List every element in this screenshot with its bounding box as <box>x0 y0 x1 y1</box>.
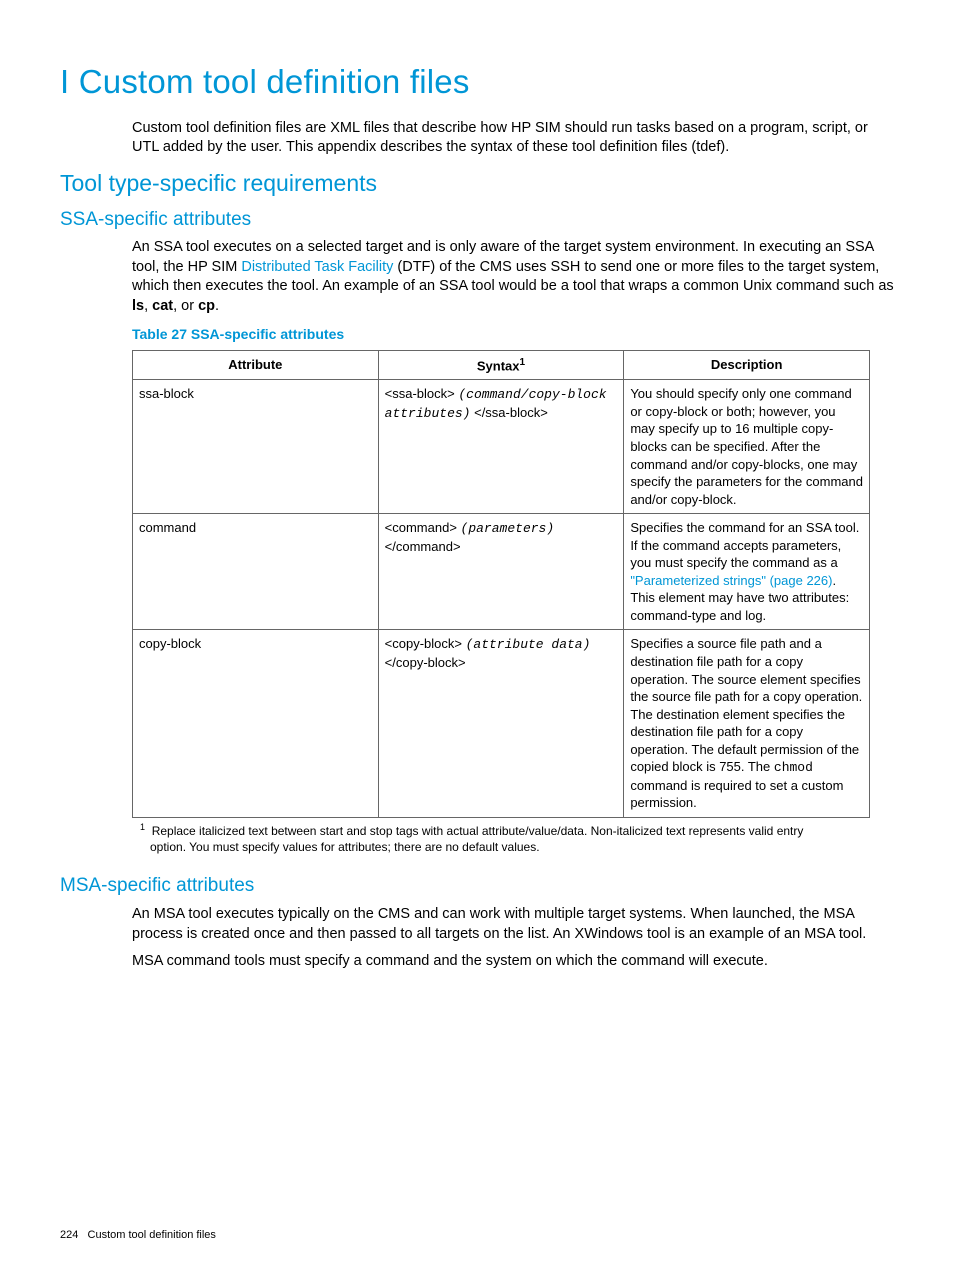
table-row: command <command> (parameters) </command… <box>133 514 870 630</box>
sep-2: , or <box>173 298 198 314</box>
th-syntax-text: Syntax <box>477 358 520 373</box>
table-header-row: Attribute Syntax1 Description <box>133 350 870 380</box>
subsection-heading-msa: MSA-specific attributes <box>60 873 894 899</box>
desc-a: Specifies the command for an SSA tool. I… <box>630 520 859 570</box>
cell-syntax-ssa-block: <ssa-block> (command/copy-block attribut… <box>378 380 624 514</box>
footer-page-number: 224 <box>60 1229 78 1241</box>
syn-open: <copy-block> <box>385 636 466 651</box>
cell-attr-ssa-block: ssa-block <box>133 380 379 514</box>
ssa-paragraph: An SSA tool executes on a selected targe… <box>132 238 894 316</box>
page-footer: 224 Custom tool definition files <box>60 1228 216 1243</box>
syn-close: </ssa-block> <box>470 405 547 420</box>
sep-3: . <box>215 298 219 314</box>
cell-desc-ssa-block: You should specify only one command or c… <box>624 380 870 514</box>
table-caption: Table 27 SSA-specific attributes <box>132 325 894 344</box>
subsection-heading-ssa: SSA-specific attributes <box>60 207 894 233</box>
th-syntax: Syntax1 <box>378 350 624 380</box>
ssa-attributes-table: Attribute Syntax1 Description ssa-block … <box>132 350 870 818</box>
msa-paragraph-2: MSA command tools must specify a command… <box>132 952 894 972</box>
th-attribute: Attribute <box>133 350 379 380</box>
cell-desc-command: Specifies the command for an SSA tool. I… <box>624 514 870 630</box>
table-row: copy-block <copy-block> (attribute data)… <box>133 630 870 817</box>
desc-a: Specifies a source file path and a desti… <box>630 636 862 774</box>
table-footnote: 1 Replace italicized text between start … <box>140 821 834 855</box>
desc-mono-chmod: chmod <box>774 760 813 775</box>
page-title: I Custom tool definition files <box>60 60 894 105</box>
sep-1: , <box>144 298 152 314</box>
footer-section-title: Custom tool definition files <box>88 1229 216 1241</box>
syn-italic: (parameters) <box>461 521 555 536</box>
cmd-cat: cat <box>152 298 173 314</box>
distributed-task-facility-link[interactable]: Distributed Task Facility <box>241 259 393 275</box>
syn-open: <ssa-block> <box>385 386 459 401</box>
syn-close: </copy-block> <box>385 655 466 670</box>
cmd-cp: cp <box>198 298 215 314</box>
syn-open: <command> <box>385 520 461 535</box>
parameterized-strings-link[interactable]: "Parameterized strings" (page 226) <box>630 573 832 588</box>
th-syntax-footnote-ref: 1 <box>520 357 526 368</box>
table-row: ssa-block <ssa-block> (command/copy-bloc… <box>133 380 870 514</box>
cell-syntax-command: <command> (parameters) </command> <box>378 514 624 630</box>
cell-syntax-copy-block: <copy-block> (attribute data) </copy-blo… <box>378 630 624 817</box>
intro-paragraph: Custom tool definition files are XML fil… <box>132 119 894 158</box>
desc-b: command is required to set a custom perm… <box>630 778 843 811</box>
syn-close: </command> <box>385 539 461 554</box>
cell-attr-command: command <box>133 514 379 630</box>
section-heading-tool-type: Tool type-specific requirements <box>60 168 894 199</box>
footnote-text: Replace italicized text between start an… <box>150 824 803 854</box>
cell-attr-copy-block: copy-block <box>133 630 379 817</box>
th-description: Description <box>624 350 870 380</box>
msa-paragraph-1: An MSA tool executes typically on the CM… <box>132 905 894 944</box>
syn-italic: (attribute data) <box>466 637 591 652</box>
cell-desc-copy-block: Specifies a source file path and a desti… <box>624 630 870 817</box>
footnote-number: 1 <box>140 822 145 832</box>
cmd-ls: ls <box>132 298 144 314</box>
